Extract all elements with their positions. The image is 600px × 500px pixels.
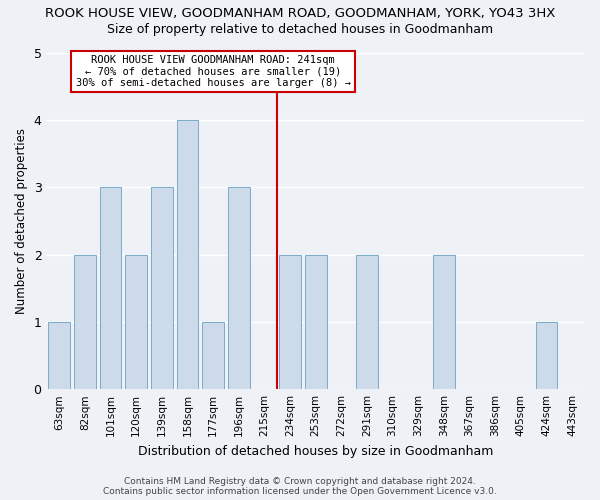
- Text: ROOK HOUSE VIEW GOODMANHAM ROAD: 241sqm
← 70% of detached houses are smaller (19: ROOK HOUSE VIEW GOODMANHAM ROAD: 241sqm …: [76, 55, 350, 88]
- Bar: [176, 120, 199, 389]
- Text: Contains HM Land Registry data © Crown copyright and database right 2024.
Contai: Contains HM Land Registry data © Crown c…: [103, 476, 497, 496]
- Bar: [74, 254, 96, 389]
- Bar: [202, 322, 224, 389]
- Y-axis label: Number of detached properties: Number of detached properties: [15, 128, 28, 314]
- Bar: [125, 254, 147, 389]
- Bar: [433, 254, 455, 389]
- Bar: [279, 254, 301, 389]
- Bar: [356, 254, 378, 389]
- Bar: [49, 322, 70, 389]
- Text: Size of property relative to detached houses in Goodmanham: Size of property relative to detached ho…: [107, 22, 493, 36]
- Bar: [536, 322, 557, 389]
- X-axis label: Distribution of detached houses by size in Goodmanham: Distribution of detached houses by size …: [138, 444, 493, 458]
- Bar: [228, 187, 250, 389]
- Bar: [305, 254, 326, 389]
- Bar: [100, 187, 121, 389]
- Bar: [151, 187, 173, 389]
- Text: ROOK HOUSE VIEW, GOODMANHAM ROAD, GOODMANHAM, YORK, YO43 3HX: ROOK HOUSE VIEW, GOODMANHAM ROAD, GOODMA…: [45, 8, 555, 20]
